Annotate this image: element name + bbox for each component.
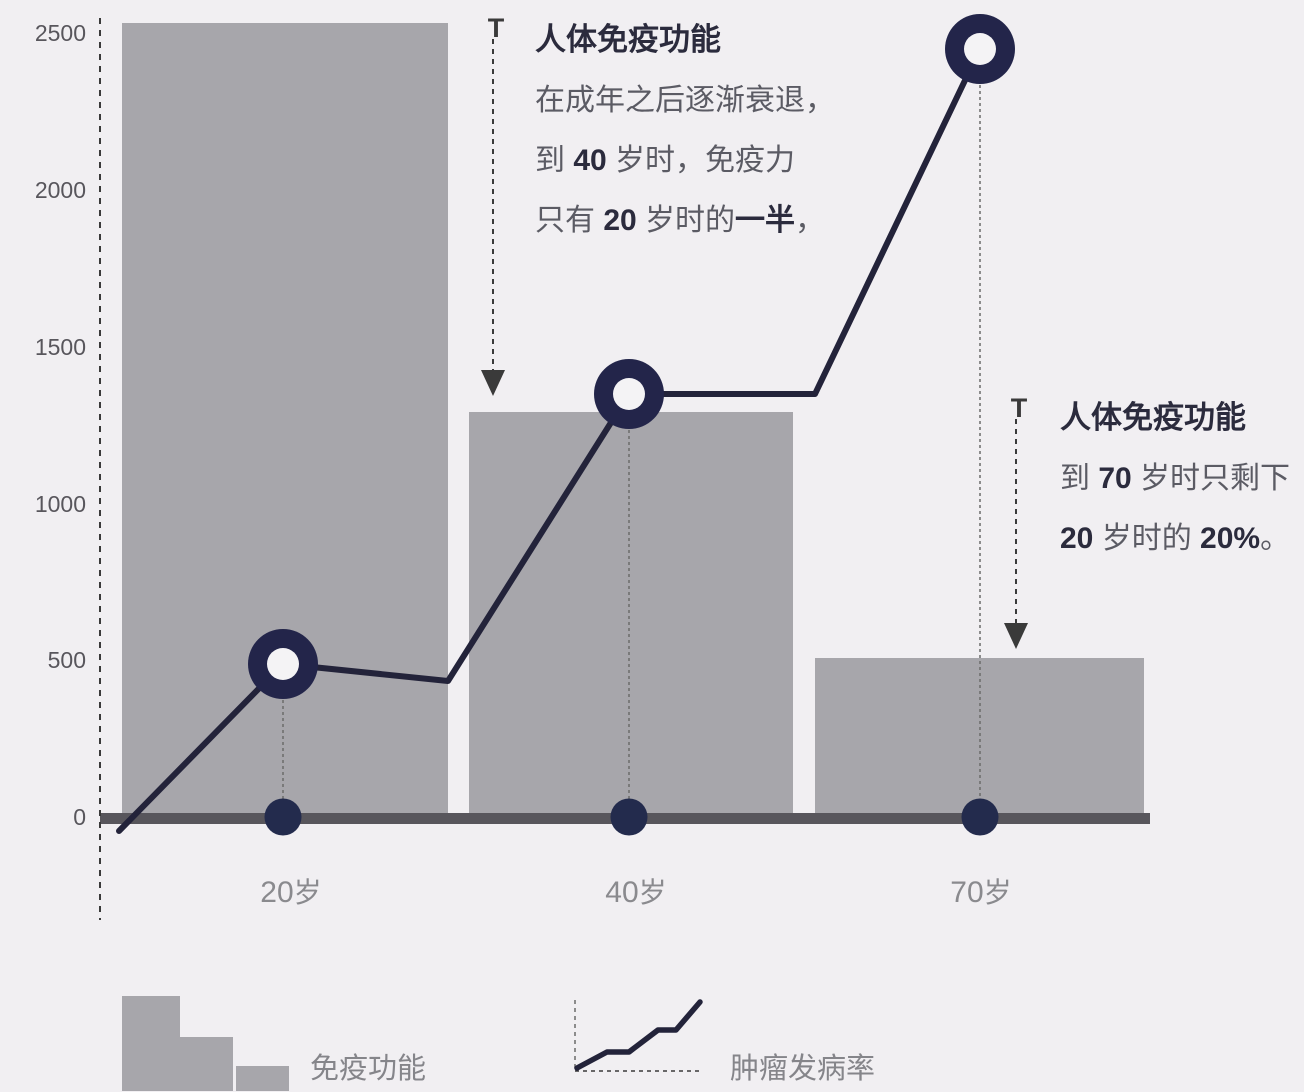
svg-text:人体免疫功能: 人体免疫功能 <box>1060 400 1246 435</box>
svg-text:0: 0 <box>73 804 86 830</box>
svg-text:2000: 2000 <box>35 177 86 203</box>
svg-text:40岁: 40岁 <box>605 876 666 909</box>
svg-text:肿瘤发病率: 肿瘤发病率 <box>730 1052 875 1085</box>
svg-text:1500: 1500 <box>35 334 86 360</box>
svg-text:在成年之后逐渐衰退，: 在成年之后逐渐衰退， <box>535 84 835 117</box>
svg-text:免疫功能: 免疫功能 <box>310 1052 426 1085</box>
svg-text:人体免疫功能: 人体免疫功能 <box>535 22 721 57</box>
svg-text:500: 500 <box>48 647 86 673</box>
svg-text:T: T <box>1011 393 1028 423</box>
svg-text:20 岁时的 20%。: 20 岁时的 20%。 <box>1060 522 1290 555</box>
svg-text:到 40 岁时，免疫力: 到 40 岁时，免疫力 <box>535 144 795 177</box>
svg-text:到 70 岁时只剩下: 到 70 岁时只剩下 <box>1060 462 1290 495</box>
svg-text:2500: 2500 <box>35 20 86 46</box>
svg-text:70岁: 70岁 <box>950 876 1011 909</box>
svg-text:1000: 1000 <box>35 491 86 517</box>
svg-text:只有 20 岁时的一半，: 只有 20 岁时的一半， <box>535 204 825 237</box>
svg-text:20岁: 20岁 <box>260 876 321 909</box>
svg-text:T: T <box>488 13 505 43</box>
